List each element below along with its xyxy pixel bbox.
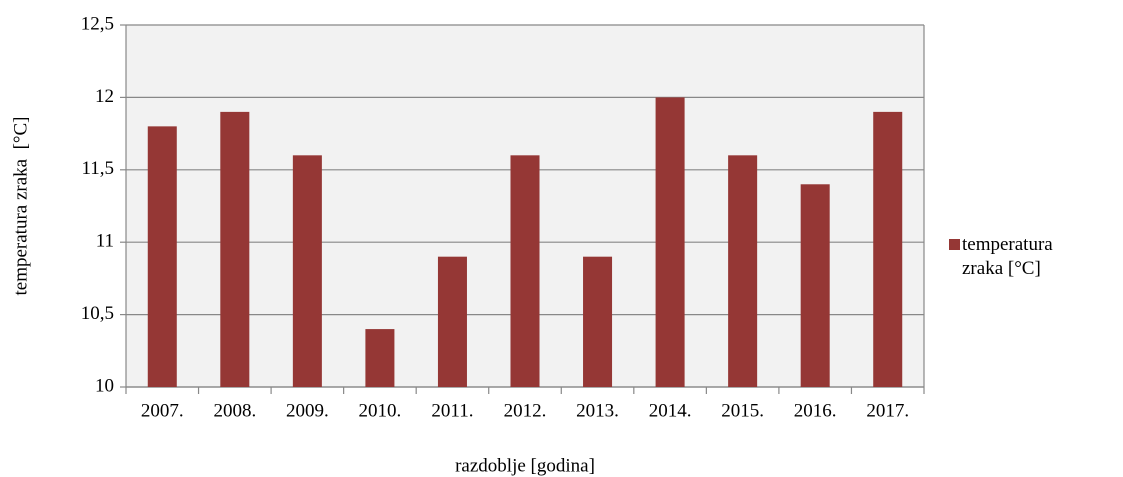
bar [583,256,613,387]
y-tick-label: 11 [96,231,114,252]
y-tick-label: 10,5 [81,303,114,324]
y-tick-label: 12,5 [81,13,114,34]
x-tick-label: 2008. [213,400,256,421]
x-tick-label: 2011. [431,400,473,421]
x-tick-label: 2012. [504,400,547,421]
bar [220,111,250,387]
y-tick-label: 12 [95,86,114,107]
x-tick-label: 2016. [794,400,837,421]
x-tick-label: 2013. [576,400,619,421]
bar [873,111,903,387]
x-tick-label: 2007. [141,400,184,421]
x-tick-label: 2014. [649,400,692,421]
y-tick-label: 10 [95,375,114,396]
y-tick-label: 11,5 [81,158,114,179]
legend-label: temperatura zraka [°C] [962,234,1053,279]
legend-swatch [949,239,960,250]
x-tick-label: 2009. [286,400,329,421]
x-tick-label: 2010. [359,400,402,421]
bar [365,329,395,387]
bar [728,155,758,387]
bar [147,126,177,388]
legend: temperatura zraka [°C] [949,233,1092,281]
x-tick-label: 2017. [866,400,909,421]
x-axis-label: razdoblje [godina] [455,455,595,476]
bar [655,97,685,388]
bar [292,155,322,387]
bar [510,155,540,387]
bar [800,184,830,387]
x-tick-label: 2015. [721,400,764,421]
y-axis-label: temperatura zraka [°C] [10,116,31,295]
bar [437,256,467,387]
